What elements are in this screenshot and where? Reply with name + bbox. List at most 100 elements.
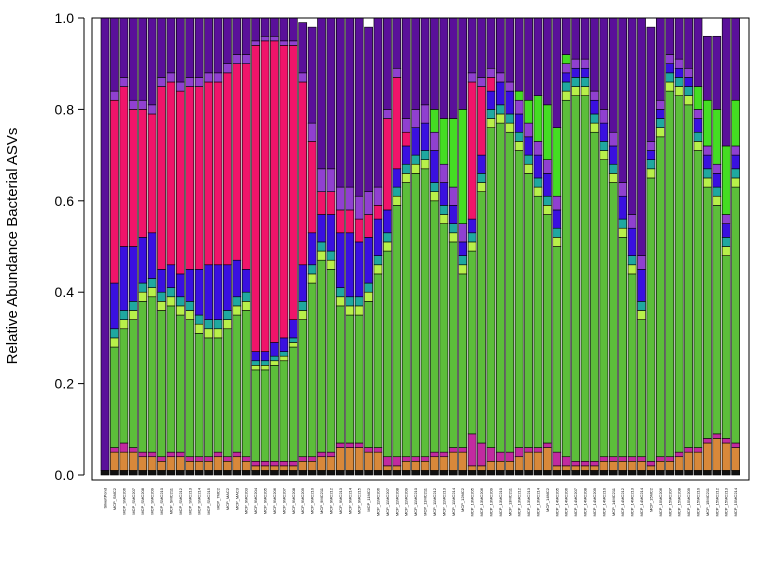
bar-segment-purple [232, 17, 242, 55]
bar-segment-orange [543, 447, 552, 471]
bar-segment-orange [590, 465, 599, 471]
bar-segment-orange [317, 456, 326, 471]
bar-segment-orange [401, 460, 411, 471]
bar-segment-green [646, 177, 656, 462]
bar-segment-other [100, 470, 110, 476]
bar-segment-purple [524, 17, 533, 101]
bar-segment-lime [270, 360, 279, 366]
x-tick-label: MCP_11MC206 [375, 487, 380, 516]
bar-segment-orange [703, 442, 712, 471]
x-tick-label: MCP_14MC213 [630, 487, 635, 516]
bar-segment-teal [684, 86, 693, 96]
x-tick-label: MCP_SMC215 [206, 487, 211, 514]
bar-segment-magenta [524, 447, 533, 453]
bar-segment-purple [270, 17, 279, 37]
bar-stack [731, 17, 740, 476]
bar-segment-orange [270, 465, 279, 471]
bar-segment-green [335, 305, 345, 444]
bar-segment-magenta [721, 438, 731, 444]
bar-segment-teal [401, 163, 411, 174]
bar-stack [646, 26, 656, 476]
bar-segment-blue [599, 122, 609, 142]
bar-segment-purple [401, 17, 411, 119]
bar-stack [505, 17, 515, 476]
bar-segment-pink [147, 113, 157, 234]
bar-segment-pink [354, 218, 364, 243]
bar-stack [420, 17, 430, 476]
bar-segment-other [543, 470, 552, 476]
bar-segment-other [241, 470, 251, 476]
bar-segment-other [458, 470, 468, 476]
bar-segment-purple [147, 17, 157, 106]
bar-segment-pink [241, 63, 251, 270]
bar-segment-teal [580, 77, 590, 87]
bar-segment-purple [712, 35, 722, 110]
bar-segment-teal [448, 223, 458, 234]
bar-segment-other [561, 470, 571, 476]
bar-segment-blue [430, 150, 439, 183]
bar-segment-green [590, 131, 599, 462]
bar-segment-lime [401, 173, 411, 183]
bar-segment-teal [251, 360, 260, 366]
bar-stack [533, 17, 543, 476]
bar-segment-orange [439, 456, 449, 471]
bar-segment-other [552, 470, 562, 476]
x-tick-label: MCP_7MC2 [215, 487, 220, 510]
bar-segment-teal [514, 131, 524, 142]
x-tick-label: MCP_14MC207 [573, 487, 578, 516]
bar-segment-magenta [590, 460, 599, 467]
bar-segment-blue [646, 150, 656, 160]
bar-segment-pink [128, 109, 138, 247]
bar-segment-lime [260, 365, 270, 371]
bar-segment-teal [232, 296, 242, 307]
bar-segment-orange [477, 465, 486, 471]
bar-segment-blue [703, 154, 712, 170]
bar-segment-blue [373, 218, 383, 256]
bar-segment-violet [260, 35, 270, 42]
x-tick-label: MCP_SMC211 [168, 487, 173, 514]
bar-segment-blue [552, 209, 562, 229]
x-tick-label: MCP_13MC212 [517, 487, 522, 516]
bar-segment-green [731, 186, 740, 444]
bar-stack [655, 17, 665, 476]
bar-segment-pink [373, 205, 383, 220]
bar-segment-orange [241, 460, 251, 471]
bar-segment-violet [110, 90, 119, 101]
bar-segment-violet [166, 72, 176, 83]
bar-segment-orange [655, 460, 665, 471]
bar-segment-lime [543, 205, 552, 215]
bar-segment-teal [354, 296, 364, 307]
x-tick-label: MCP_9MC211 [319, 487, 324, 514]
bar-segment-magenta [317, 451, 326, 458]
bar-segment-teal [721, 237, 731, 247]
bar-segment-lime [693, 141, 703, 151]
x-tick-label: MCP_15MC211 [705, 487, 710, 516]
bar-segment-blue [345, 232, 355, 298]
bar-segment-other [712, 470, 722, 476]
bar-segment-green [354, 314, 364, 444]
bar-segment-violet [665, 54, 675, 65]
bar-segment-green [204, 337, 213, 458]
x-tick-label: MCP_15MC214 [733, 487, 738, 516]
bar-segment-pink [166, 81, 176, 266]
bar-segment-violet [128, 99, 138, 110]
bar-segment-blue [354, 241, 364, 298]
bar-segment-violet [185, 77, 195, 87]
bar-segment-magenta [401, 456, 411, 462]
bar-segment-purple [590, 17, 599, 92]
bar-segment-purple [684, 17, 693, 69]
bar-segment-purple [533, 17, 543, 96]
bar-segment-orange [467, 465, 477, 471]
bar-segment-orange [213, 456, 223, 471]
bar-segment-orange [204, 460, 213, 471]
bar-segment-violet [524, 122, 533, 138]
bar-segment-orange [223, 460, 232, 471]
bar-segment-blue [590, 99, 599, 115]
bar-segment-purple [317, 17, 326, 170]
x-tick-label: MCP_9MC206 [272, 487, 277, 514]
bar-segment-magenta [157, 456, 166, 462]
bar-segment-teal [147, 278, 157, 288]
bar-segment-lime [618, 227, 628, 238]
bar-segment-teal [627, 255, 637, 266]
x-tick-label: MCP_9MC210 [310, 487, 315, 514]
